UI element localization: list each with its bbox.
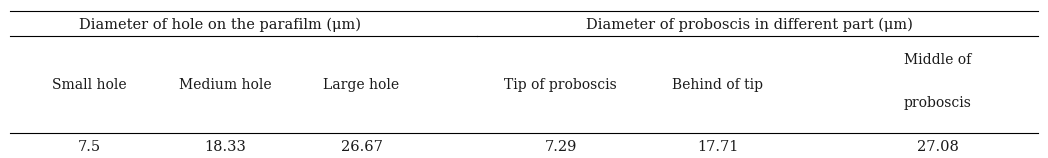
Text: Medium hole: Medium hole bbox=[179, 78, 271, 91]
Text: 7.5: 7.5 bbox=[78, 140, 101, 154]
Text: Diameter of proboscis in different part (μm): Diameter of proboscis in different part … bbox=[586, 17, 913, 32]
Text: Middle of: Middle of bbox=[904, 53, 971, 67]
Text: Tip of proboscis: Tip of proboscis bbox=[504, 78, 617, 91]
Text: 7.29: 7.29 bbox=[545, 140, 576, 154]
Text: Small hole: Small hole bbox=[51, 78, 127, 91]
Text: 26.67: 26.67 bbox=[341, 140, 383, 154]
Text: 18.33: 18.33 bbox=[204, 140, 246, 154]
Text: Large hole: Large hole bbox=[324, 78, 399, 91]
Text: 17.71: 17.71 bbox=[697, 140, 739, 154]
Text: 27.08: 27.08 bbox=[917, 140, 959, 154]
Text: Behind of tip: Behind of tip bbox=[673, 78, 763, 91]
Text: proboscis: proboscis bbox=[904, 96, 971, 110]
Text: Diameter of hole on the parafilm (μm): Diameter of hole on the parafilm (μm) bbox=[79, 17, 362, 32]
